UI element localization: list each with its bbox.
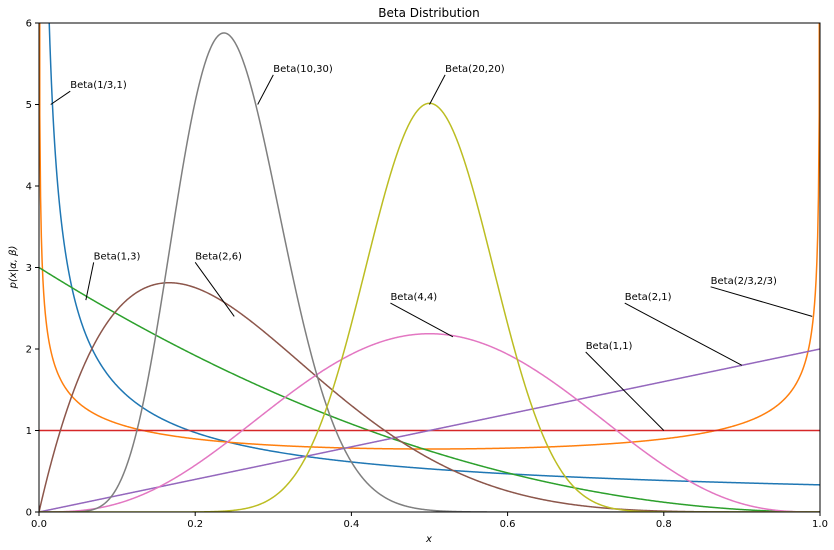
series-line-4 bbox=[39, 348, 820, 512]
annotation-arrow-4 bbox=[194, 262, 235, 317]
axis-layer: 0.0 0.2 0.4 0.6 0.8 1.0 0 1 2 3 4 5 6 bbox=[26, 19, 828, 531]
annotation-layer: Beta(1/3,1) Beta(10,30) Beta(20,20) Beta(1,… bbox=[50, 64, 813, 431]
x-tick-label-0: 0.0 bbox=[31, 519, 47, 530]
y-tick-label-2: 2 bbox=[26, 345, 32, 356]
x-tick-label-4: 0.8 bbox=[656, 519, 672, 530]
x-tick-label-2: 0.4 bbox=[343, 519, 359, 530]
series-layer bbox=[39, 23, 820, 512]
annotation-label-4: Beta(2,6) bbox=[195, 251, 242, 262]
annotation-label-1: Beta(10,30) bbox=[273, 64, 333, 75]
y-tick-label-6: 6 bbox=[26, 19, 32, 30]
annotation-arrow-7 bbox=[710, 286, 813, 317]
series-line-6 bbox=[39, 332, 820, 512]
x-axis-label: x bbox=[425, 534, 432, 545]
annotation-arrow-2 bbox=[429, 74, 446, 105]
series-line-2 bbox=[39, 266, 820, 512]
annotation-label-2: Beta(20,20) bbox=[445, 64, 505, 75]
series-line-7 bbox=[39, 32, 820, 512]
annotation-label-0: Beta(1/3,1) bbox=[70, 80, 127, 91]
x-tick-label-1: 0.2 bbox=[187, 519, 203, 530]
y-tick-label-4: 4 bbox=[26, 182, 32, 193]
y-tick-label-1: 1 bbox=[26, 426, 32, 437]
chart-title: Beta Distribution bbox=[378, 6, 480, 20]
annotation-arrow-3 bbox=[85, 262, 95, 301]
y-tick-label-3: 3 bbox=[26, 263, 32, 274]
y-tick-label-0: 0 bbox=[26, 508, 32, 519]
annotation-label-7: Beta(2/3,2/3) bbox=[711, 276, 777, 287]
annotation-label-8: Beta(1,1) bbox=[586, 341, 633, 352]
annotation-label-6: Beta(2,1) bbox=[625, 292, 672, 303]
annotation-arrow-1 bbox=[257, 74, 274, 105]
annotation-arrow-5 bbox=[390, 302, 454, 338]
x-tick-label-3: 0.6 bbox=[500, 519, 516, 530]
series-line-0 bbox=[48, 23, 820, 486]
annotation-arrow-0 bbox=[50, 90, 71, 105]
series-line-1 bbox=[39, 23, 820, 450]
y-axis-label: p(x|α, β) bbox=[8, 246, 19, 290]
annotation-label-3: Beta(1,3) bbox=[94, 251, 141, 262]
annotation-label-5: Beta(4,4) bbox=[390, 292, 437, 303]
annotation-arrow-6 bbox=[624, 302, 743, 366]
y-tick-label-5: 5 bbox=[26, 100, 32, 111]
plot-frame bbox=[38, 22, 821, 513]
x-tick-label-5: 1.0 bbox=[812, 519, 828, 530]
annotation-arrow-8 bbox=[585, 351, 665, 431]
series-line-5 bbox=[39, 281, 820, 512]
